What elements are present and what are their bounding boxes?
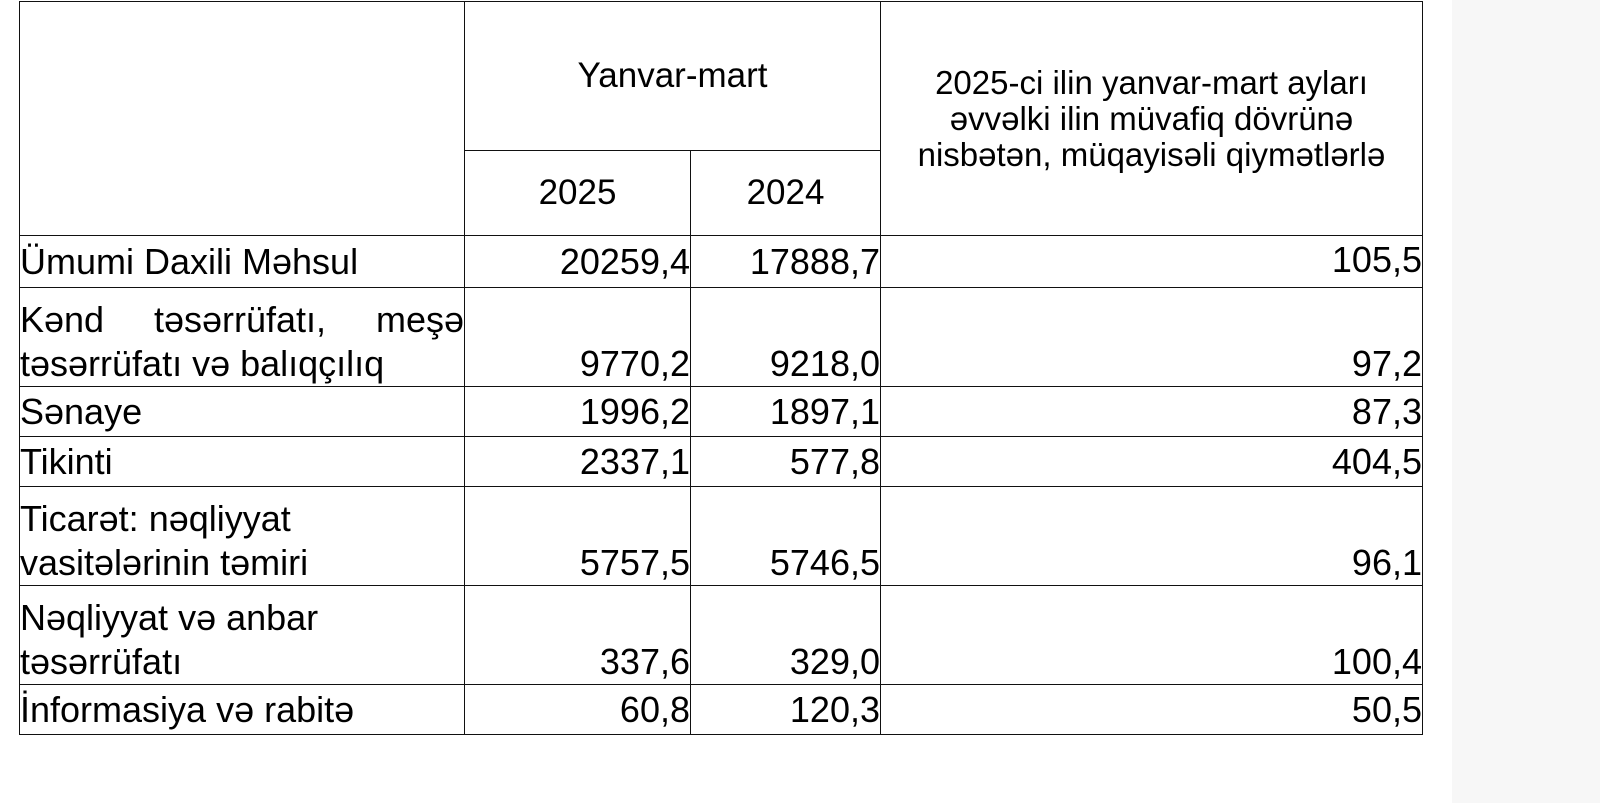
header-comparison: 2025-ci ilin yanvar-mart ayları əvvəlki … (880, 1, 1423, 236)
table-row: Kənd təsərrüfatı, meşə təsərrüfatı və ba… (19, 287, 1423, 387)
table-row: Tikinti 2337,1 577,8 404,5 (19, 436, 1423, 487)
row-percent: 87,3 (880, 386, 1423, 437)
row-value-2024: 9218,0 (690, 287, 881, 387)
row-percent: 97,2 (880, 287, 1423, 387)
row-percent: 100,4 (880, 585, 1423, 685)
table-row: Ticarət: nəqliyyat vasitələrinin təmiri … (19, 486, 1423, 586)
row-label: Nəqliyyat və anbar təsərrüfatı (19, 585, 465, 685)
gdp-table: Yanvar-mart 2025-ci ilin yanvar-mart ayl… (19, 1, 1423, 735)
row-percent: 404,5 (880, 436, 1423, 487)
row-label: Ümumi Daxili Məhsul (19, 235, 465, 288)
row-label: İnformasiya və rabitə (19, 684, 465, 735)
row-value-2024: 120,3 (690, 684, 881, 735)
table-row: İnformasiya və rabitə 60,8 120,3 50,5 (19, 684, 1423, 735)
row-value-2025: 2337,1 (464, 436, 691, 487)
header-row-years: 2025 2024 (20, 150, 1423, 236)
row-value-2025: 60,8 (464, 684, 691, 735)
row-label: Tikinti (19, 436, 465, 487)
table-row-gdp-total: Ümumi Daxili Məhsul 20259,4 17888,7 105,… (19, 235, 1423, 288)
row-value-2024: 577,8 (690, 436, 881, 487)
table-row: Nəqliyyat və anbar təsərrüfatı 337,6 329… (19, 585, 1423, 685)
row-percent: 105,5 (880, 235, 1423, 288)
row-value-2024: 5746,5 (690, 486, 881, 586)
header-year-2025: 2025 (464, 150, 691, 236)
row-value-2025: 337,6 (464, 585, 691, 685)
row-percent: 96,1 (880, 486, 1423, 586)
row-value-2025: 5757,5 (464, 486, 691, 586)
row-value-2024: 17888,7 (690, 235, 881, 288)
row-value-2025: 20259,4 (464, 235, 691, 288)
row-value-2025: 9770,2 (464, 287, 691, 387)
row-value-2025: 1996,2 (464, 386, 691, 437)
header-period-group: Yanvar-mart (464, 1, 881, 151)
row-value-2024: 329,0 (690, 585, 881, 685)
row-value-2024: 1897,1 (690, 386, 881, 437)
header-year-2024: 2024 (690, 150, 881, 236)
row-label: Ticarət: nəqliyyat vasitələrinin təmiri (19, 486, 465, 586)
table-row: Sənaye 1996,2 1897,1 87,3 (19, 386, 1423, 437)
header-empty-cell (19, 1, 465, 236)
row-percent: 50,5 (880, 684, 1423, 735)
row-label: Sənaye (19, 386, 465, 437)
row-label: Kənd təsərrüfatı, meşə təsərrüfatı və ba… (19, 287, 465, 387)
header-row-top: Yanvar-mart 2025-ci ilin yanvar-mart ayl… (19, 1, 1423, 236)
document-page: Yanvar-mart 2025-ci ilin yanvar-mart ayl… (19, 1, 1423, 735)
